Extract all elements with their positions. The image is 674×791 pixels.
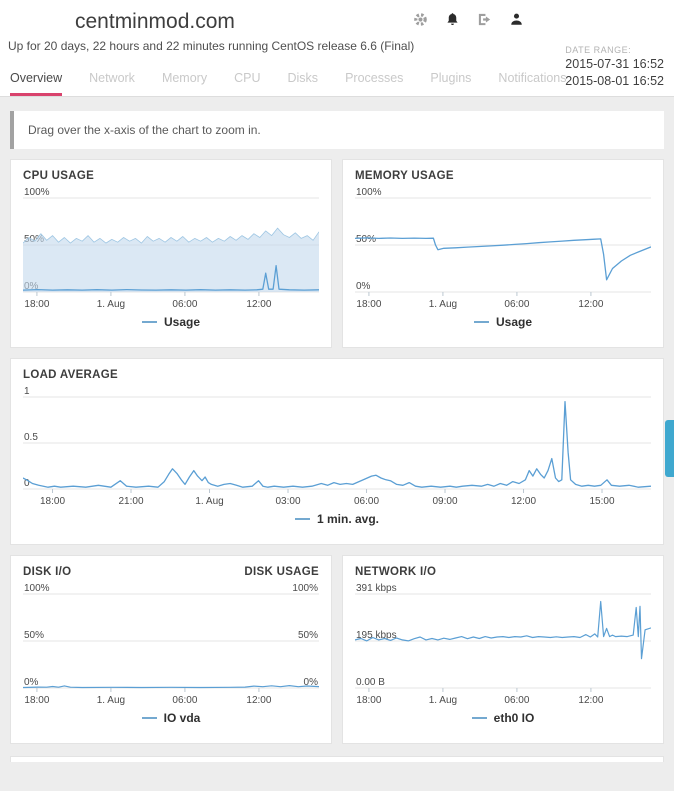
network-io-card: NETWORK I/O 391 kbps 195 kbps 0.00 B 18:00 1… [342, 555, 664, 744]
legend-label: Usage [495, 315, 533, 329]
date-range: DATE RANGE: 2015-07-31 16:52 2015-08-01 … [565, 44, 664, 90]
tab-cpu[interactable]: CPU [234, 71, 261, 85]
svg-text:100%: 100% [24, 583, 50, 594]
svg-text:0%: 0% [304, 677, 319, 688]
disk-io-card: DISK I/O DISK USAGE 100% 100% 50% 50% 0% 0% 18… [10, 555, 332, 744]
svg-text:50%: 50% [24, 630, 44, 641]
charts-row-3: DISK I/O DISK USAGE 100% 100% 50% 50% 0% 0% 18… [10, 555, 664, 744]
svg-text:1. Aug: 1. Aug [195, 496, 223, 507]
sign-out-icon[interactable] [477, 12, 492, 27]
svg-text:1. Aug: 1. Aug [97, 299, 125, 310]
svg-text:12:00: 12:00 [246, 695, 271, 706]
charts-row-1: CPU USAGE 100% 50% 0% 18:00 1. Aug 06:00 12:00… [10, 159, 664, 348]
cpu-usage-legend[interactable]: Usage [23, 315, 319, 341]
legend-line-swatch [141, 321, 157, 323]
svg-text:195 kbps: 195 kbps [356, 630, 397, 641]
svg-text:1. Aug: 1. Aug [429, 695, 457, 706]
memory-usage-chart[interactable]: 100% 50% 0% 18:00 1. Aug 06:00 12:00 [355, 185, 651, 313]
load-average-card: LOAD AVERAGE 1 0.5 0 18:00 21:00 1. Aug 03:00 0… [10, 358, 664, 545]
svg-text:12:00: 12:00 [511, 496, 536, 507]
legend-label: Usage [163, 315, 201, 329]
legend-label: 1 min. avg. [316, 512, 380, 526]
svg-text:18:00: 18:00 [356, 299, 381, 310]
legend-line-swatch [471, 717, 487, 719]
date-range-to[interactable]: 2015-08-01 16:52 [565, 74, 664, 89]
svg-text:0.5: 0.5 [24, 432, 38, 443]
svg-text:1. Aug: 1. Aug [97, 695, 125, 706]
load-average-title: LOAD AVERAGE [23, 369, 118, 381]
svg-text:12:00: 12:00 [246, 299, 271, 310]
user-account-icon[interactable] [509, 12, 524, 27]
app-header: centminmod.com Up for 20 days, 22 hours … [0, 0, 674, 97]
svg-text:06:00: 06:00 [504, 299, 529, 310]
svg-text:12:00: 12:00 [578, 299, 603, 310]
svg-text:18:00: 18:00 [40, 496, 65, 507]
tab-processes[interactable]: Processes [345, 71, 404, 85]
cpu-usage-title: CPU USAGE [23, 170, 95, 182]
disk-io-chart[interactable]: 100% 100% 50% 50% 0% 0% 18:00 1. Aug 06:00 12:00 [23, 581, 319, 709]
svg-text:100%: 100% [24, 187, 50, 198]
date-range-from[interactable]: 2015-07-31 16:52 [565, 57, 664, 72]
tab-disks[interactable]: Disks [287, 71, 319, 85]
svg-text:50%: 50% [24, 234, 44, 245]
svg-text:06:00: 06:00 [504, 695, 529, 706]
svg-text:06:00: 06:00 [172, 299, 197, 310]
svg-text:50%: 50% [298, 630, 318, 641]
tabs: Overview Network Memory CPU Disks Processes Pl… [10, 71, 567, 96]
memory-usage-card: MEMORY USAGE 100% 50% 0% 18:00 1. Aug 06:00 12… [342, 159, 664, 348]
svg-text:06:00: 06:00 [172, 695, 197, 706]
svg-text:100%: 100% [292, 583, 318, 594]
uptime-status: Up for 20 days, 22 hours and 22 minutes … [8, 39, 415, 53]
svg-text:03:00: 03:00 [276, 496, 301, 507]
disk-usage-title: DISK USAGE [244, 566, 319, 578]
legend-line-swatch [294, 518, 310, 520]
tab-plugins[interactable]: Plugins [430, 71, 472, 85]
svg-text:18:00: 18:00 [24, 299, 49, 310]
page-title: centminmod.com [75, 10, 235, 33]
network-io-chart[interactable]: 391 kbps 195 kbps 0.00 B 18:00 1. Aug 06:00 12… [355, 581, 651, 709]
network-io-title: NETWORK I/O [355, 566, 437, 578]
tab-overview[interactable]: Overview [10, 71, 63, 96]
svg-text:0%: 0% [24, 677, 39, 688]
legend-label: IO vda [163, 711, 201, 725]
notifications-bell-icon[interactable] [445, 12, 460, 27]
legend-line-swatch [473, 321, 489, 323]
legend-line-swatch [141, 717, 157, 719]
svg-text:15:00: 15:00 [590, 496, 615, 507]
memory-usage-title: MEMORY USAGE [355, 170, 454, 182]
network-io-legend[interactable]: eth0 IO [355, 711, 651, 737]
svg-text:391 kbps: 391 kbps [356, 583, 397, 594]
load-average-legend[interactable]: 1 min. avg. [23, 512, 651, 538]
svg-text:1. Aug: 1. Aug [429, 299, 457, 310]
svg-text:12:00: 12:00 [578, 695, 603, 706]
svg-text:100%: 100% [356, 187, 382, 198]
tab-memory[interactable]: Memory [161, 71, 208, 85]
load-average-chart[interactable]: 1 0.5 0 18:00 21:00 1. Aug 03:00 06:00 09:00 12:0… [23, 384, 651, 510]
disk-io-title: DISK I/O [23, 566, 72, 578]
cpu-usage-card: CPU USAGE 100%50%0%18:001. Aug06:0012:00… [10, 159, 332, 348]
tab-network[interactable]: Network [89, 71, 135, 85]
svg-text:18:00: 18:00 [24, 695, 49, 706]
scrollbar-thumb[interactable] [665, 420, 674, 477]
settings-gear-icon[interactable] [413, 12, 428, 27]
legend-label: eth0 IO [493, 711, 535, 725]
tab-notifications[interactable]: Notifications [498, 71, 567, 85]
memory-usage-legend[interactable]: Usage [355, 315, 651, 341]
svg-text:1: 1 [24, 386, 30, 397]
svg-text:0: 0 [24, 478, 30, 489]
svg-text:18:00: 18:00 [356, 695, 381, 706]
header-icons [413, 12, 524, 27]
svg-text:0.00 B: 0.00 B [356, 677, 385, 688]
svg-text:09:00: 09:00 [433, 496, 458, 507]
svg-text:0%: 0% [356, 281, 371, 292]
zoom-hint-banner: Drag over the x-axis of the chart to zoo… [10, 111, 664, 149]
next-card-peek [10, 756, 664, 762]
date-range-label: DATE RANGE: [565, 45, 632, 55]
disk-io-legend[interactable]: IO vda [23, 711, 319, 737]
svg-text:21:00: 21:00 [119, 496, 144, 507]
svg-text:50%: 50% [356, 234, 376, 245]
svg-text:06:00: 06:00 [354, 496, 379, 507]
